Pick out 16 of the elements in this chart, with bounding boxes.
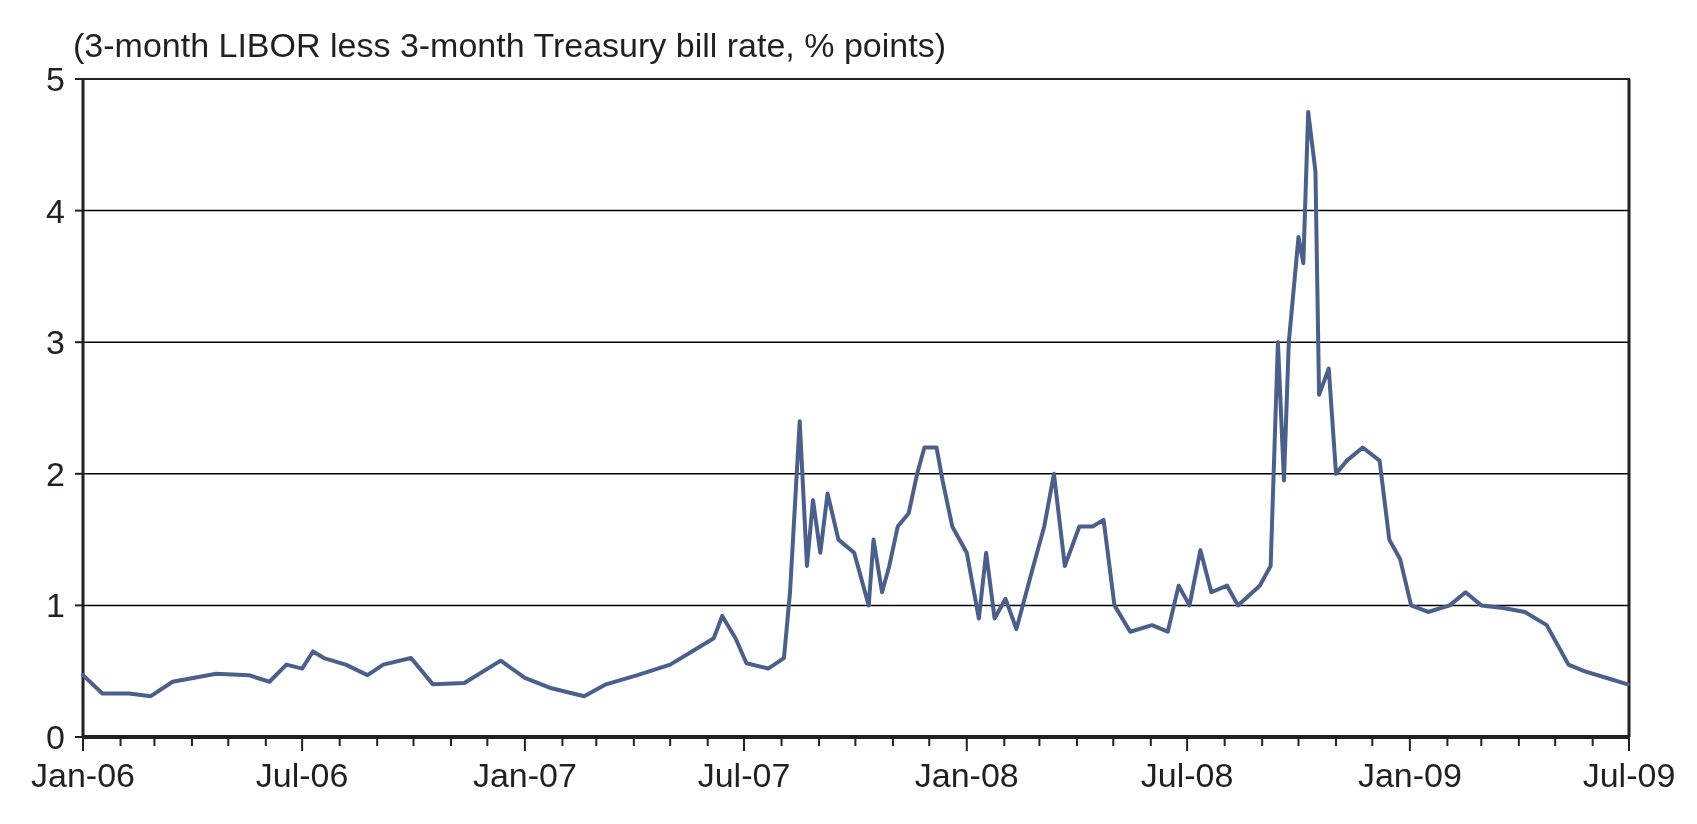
- y-tick-label: 0: [46, 717, 65, 756]
- x-tick-label: Jul-08: [1140, 756, 1234, 794]
- x-tick-label: Jan-08: [914, 756, 1019, 794]
- y-tick-label: 2: [46, 454, 65, 493]
- y-tick-label: 5: [46, 59, 65, 98]
- x-tick-label: Jul-07: [697, 756, 791, 794]
- y-tick-label: 1: [46, 586, 65, 625]
- y-tick-label: 3: [46, 323, 65, 362]
- chart-title: (3-month LIBOR less 3-month Treasury bill rate, % points): [73, 26, 946, 64]
- x-tick-label: Jan-07: [472, 756, 577, 794]
- x-tick-label: Jan-09: [1357, 756, 1462, 794]
- x-tick-label: Jul-09: [1582, 756, 1676, 794]
- line-series: [81, 109, 1630, 699]
- x-tick-label: Jul-06: [255, 756, 349, 794]
- y-tick-label: 4: [46, 191, 65, 230]
- x-tick-label: Jan-06: [31, 756, 135, 794]
